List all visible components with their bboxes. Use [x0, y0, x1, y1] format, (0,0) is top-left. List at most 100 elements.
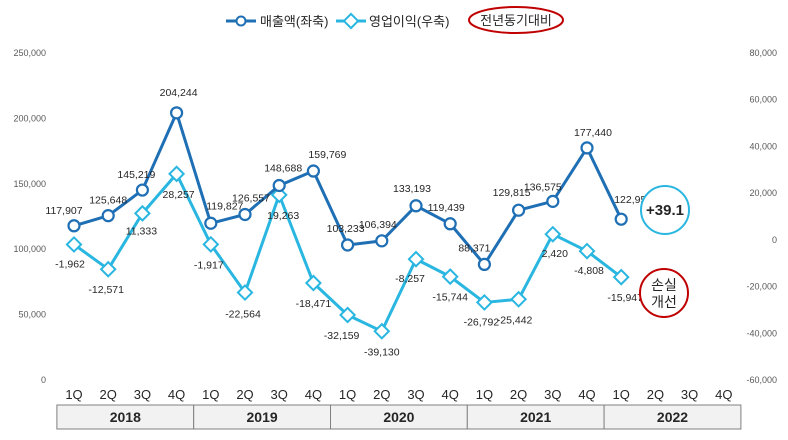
year-band: 2018 2019 2020 2021 2022 — [56, 404, 742, 430]
profit-data-label: -15,947 — [607, 292, 643, 304]
revenue-data-label: 145,219 — [117, 169, 155, 181]
legend-note-circle — [468, 6, 564, 34]
x-axis: 1Q 2Q 3Q 4Q 1Q 2Q 3Q 4Q 1Q 2Q 3Q 4Q 1Q 2Q 3Q 4Q 1Q 2Q 3Q 4Q — [65, 387, 732, 402]
right-axis-tick: 0 — [772, 235, 777, 245]
profit-data-label: 28,257 — [163, 189, 195, 201]
revenue-data-label: 159,769 — [308, 149, 346, 161]
profit-marker — [270, 186, 288, 204]
legend: 매출액(좌축) 영업이익(우축) 전년동기대비 — [226, 6, 564, 34]
x-tick-label: 4Q — [715, 387, 732, 402]
profit-marker — [373, 322, 391, 340]
profit-marker — [99, 260, 117, 278]
revenue-data-label: 204,244 — [160, 87, 198, 99]
x-tick-label: 4Q — [168, 387, 185, 402]
year-label: 2022 — [657, 409, 688, 425]
profit-data-label: -18,471 — [296, 298, 332, 310]
x-tick-label: 1Q — [613, 387, 630, 402]
profit-note-circle — [639, 268, 689, 318]
profit-marker — [407, 250, 425, 268]
revenue-marker — [511, 203, 526, 217]
revenue-marker — [375, 234, 389, 248]
right-axis-tick: -20,000 — [746, 282, 777, 292]
profit-note-line1: 손실 — [651, 277, 677, 293]
revenue-change-label: +39.1 — [646, 202, 684, 219]
profit-marker — [236, 284, 254, 302]
x-tick-label: 2Q — [647, 387, 664, 402]
revenue-marker — [477, 257, 491, 272]
legend-note-label: 전년동기대비 — [480, 13, 552, 28]
right-axis: -60,000 -40,000 -20,000 0 20,000 40,000 60,000… — [746, 48, 777, 385]
right-axis-tick: 40,000 — [749, 141, 777, 151]
profit-marker — [544, 225, 562, 243]
data-labels: 117,907 125,648 145,219 204,244 119,827126,5… — [45, 87, 652, 358]
profit-marker — [578, 242, 596, 260]
revenue-data-label: 119,827 — [206, 200, 243, 212]
revenue-marker — [409, 199, 423, 213]
profit-marker — [168, 165, 186, 183]
revenue-marker — [204, 216, 218, 230]
profit-data-label: -22,564 — [225, 309, 261, 321]
year-label: 2020 — [383, 409, 414, 425]
profit-data-label: -26,792 — [464, 316, 500, 328]
right-axis-tick: 80,000 — [749, 48, 777, 58]
x-tick-label: 2Q — [373, 387, 390, 402]
profit-marker — [339, 306, 357, 324]
x-tick-label: 1Q — [65, 387, 82, 402]
year-label: 2019 — [247, 409, 278, 425]
left-axis-tick: 100,000 — [13, 244, 46, 254]
right-axis-tick: 20,000 — [749, 188, 777, 198]
revenue-data-label: 88,371 — [458, 242, 490, 254]
right-axis-tick: 60,000 — [749, 95, 777, 105]
x-tick-label: 2Q — [510, 387, 527, 402]
profit-data-label: -12,571 — [88, 284, 124, 296]
right-axis-tick: -40,000 — [746, 328, 777, 338]
left-axis-tick: 0 — [41, 375, 46, 385]
profit-data-label: -8,257 — [395, 273, 425, 285]
year-label: 2018 — [110, 409, 141, 425]
x-tick-label: 2Q — [236, 387, 253, 402]
x-tick-label: 3Q — [407, 387, 424, 402]
legend-revenue-marker — [235, 15, 247, 27]
profit-data-label: -1,917 — [194, 259, 224, 271]
x-tick-label: 1Q — [202, 387, 219, 402]
legend-revenue-label: 매출액(좌축) — [260, 14, 328, 29]
right-axis-tick: -60,000 — [746, 375, 777, 385]
profit-data-label: -39,130 — [364, 346, 400, 358]
x-tick-label: 3Q — [134, 387, 151, 402]
profit-marker — [65, 235, 83, 253]
revenue-data-label: 177,440 — [574, 127, 612, 139]
revenue-marker — [67, 219, 81, 233]
revenue-data-label: 136,575 — [524, 181, 562, 193]
revenue-data-label: 126,557 — [232, 192, 270, 204]
profit-data-label: 2,420 — [542, 248, 568, 260]
revenue-marker — [443, 217, 457, 231]
x-tick-label: 1Q — [476, 387, 493, 402]
revenue-marker — [170, 106, 184, 120]
profit-marker — [304, 274, 322, 292]
profit-marker — [510, 290, 528, 308]
x-tick-label: 4Q — [578, 387, 595, 402]
legend-profit-marker — [342, 12, 360, 30]
revenue-marker — [272, 178, 286, 193]
year-cell — [56, 404, 195, 430]
legend-profit-label: 영업이익(우축) — [369, 14, 449, 29]
profit-series — [65, 165, 630, 340]
x-tick-label: 2Q — [100, 387, 117, 402]
x-tick-label: 3Q — [681, 387, 698, 402]
revenue-series — [67, 106, 628, 272]
revenue-data-label: 129,815 — [493, 187, 531, 199]
revenue-marker — [614, 212, 628, 226]
profit-note-line2: 개선 — [651, 294, 677, 310]
revenue-change-circle — [640, 185, 690, 235]
revenue-data-label: 117,907 — [45, 205, 82, 217]
year-cell — [603, 404, 742, 430]
revenue-marker — [580, 141, 594, 155]
revenue-marker — [546, 194, 560, 208]
profit-data-label: 11,333 — [126, 225, 157, 237]
x-tick-label: 4Q — [442, 387, 459, 402]
left-axis-tick: 200,000 — [13, 113, 46, 123]
revenue-data-label: 106,394 — [359, 219, 397, 231]
left-axis-tick: 250,000 — [13, 48, 46, 58]
revenue-marker — [101, 209, 115, 223]
profit-marker — [612, 268, 630, 286]
